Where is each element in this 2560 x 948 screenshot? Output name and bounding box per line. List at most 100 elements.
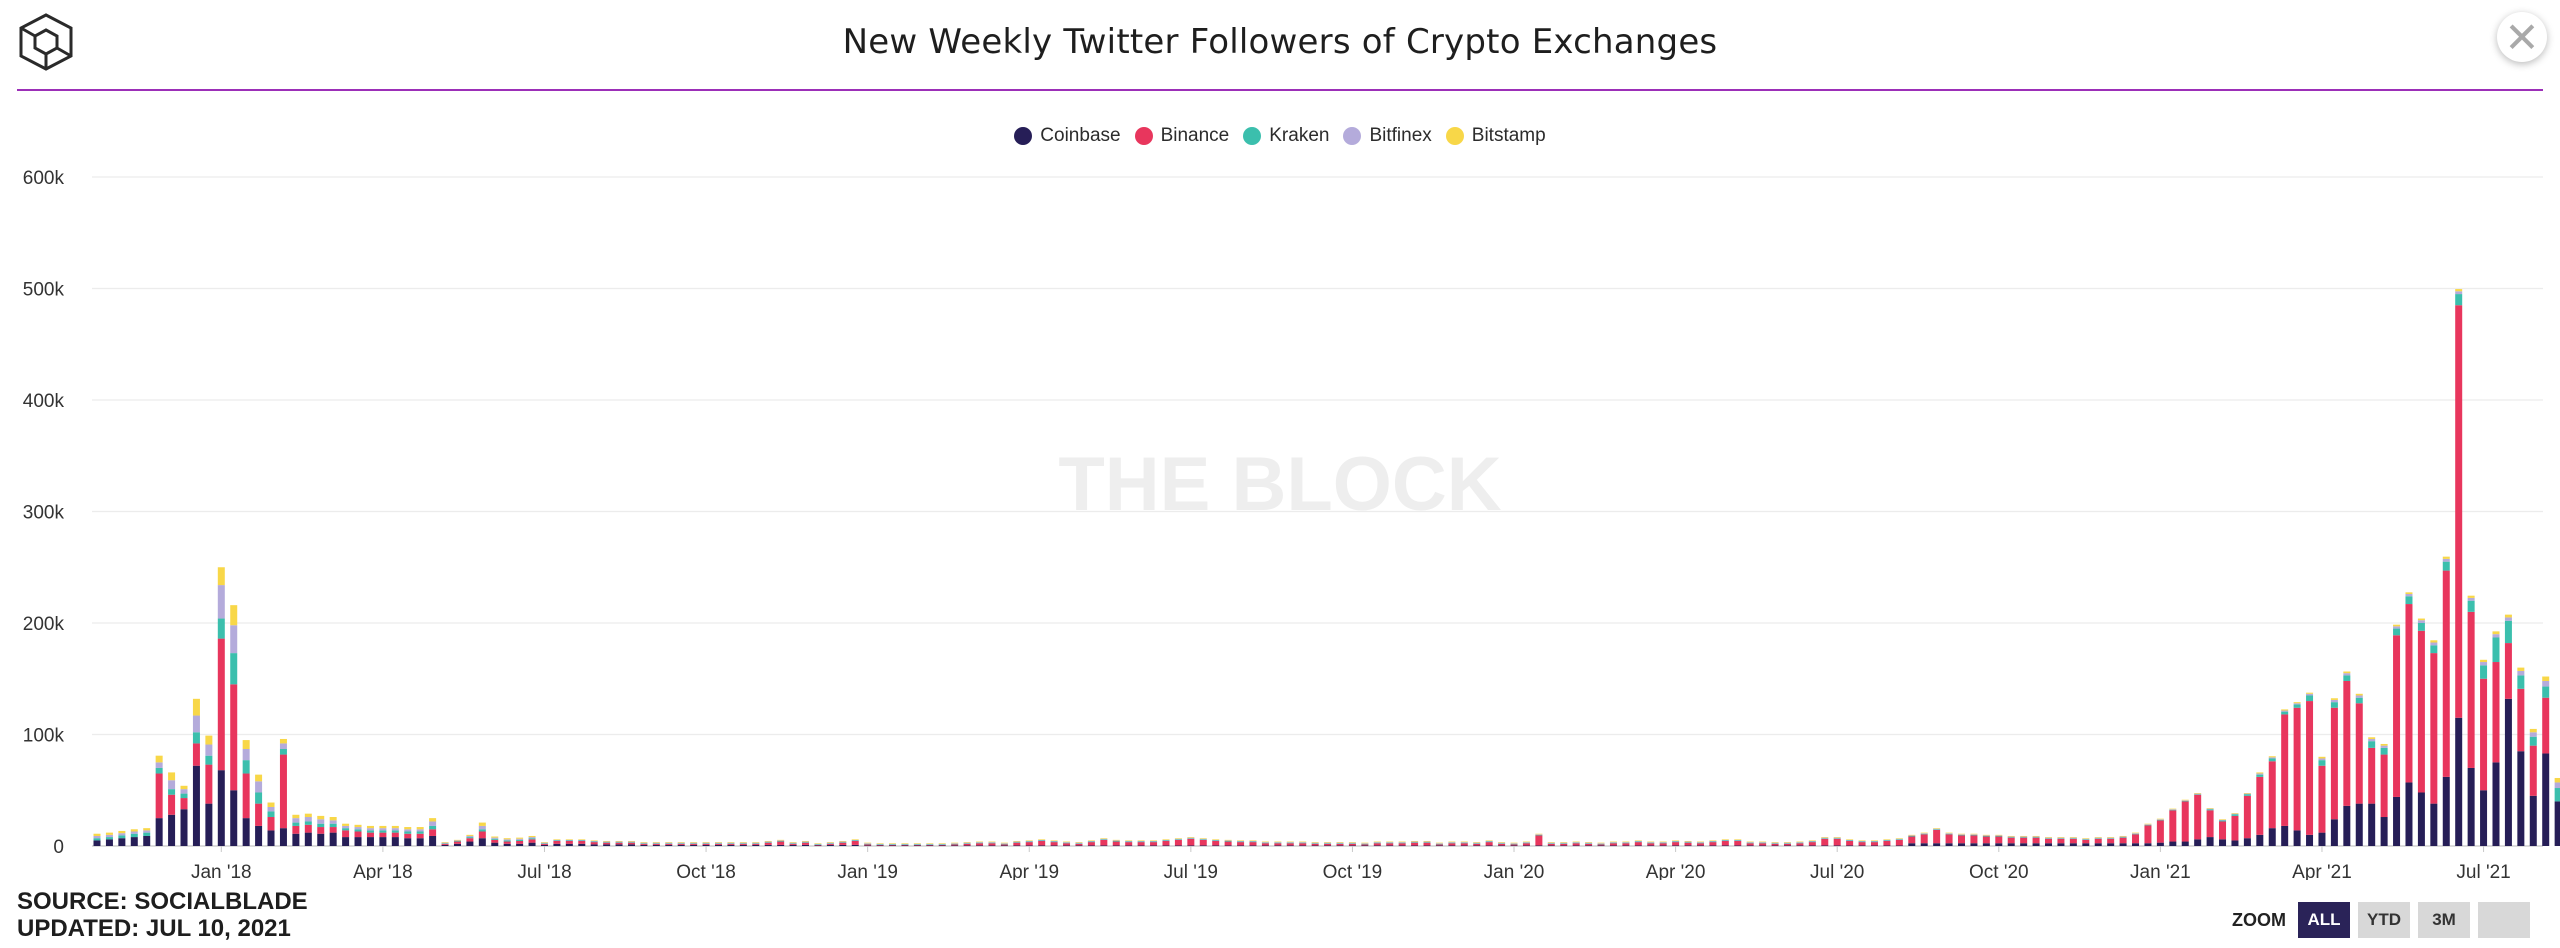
bar-binance: [2393, 635, 2401, 797]
zoom-3m-button[interactable]: 3M: [2418, 902, 2470, 938]
bar-binance: [864, 844, 872, 846]
bar-binance: [1634, 842, 1642, 846]
bar-bitfinex: [1721, 839, 1729, 841]
bar-bitfinex: [2542, 680, 2550, 687]
bar-bitfinex: [1336, 842, 1344, 844]
bar-binance: [1212, 840, 1220, 846]
bar-bitstamp: [1696, 841, 1704, 843]
bar-bitstamp: [217, 567, 225, 586]
bar-bitstamp: [2405, 592, 2413, 595]
bar-bitfinex: [2231, 813, 2239, 815]
bar-coinbase: [1858, 845, 1866, 847]
zoom-extra-button[interactable]: [2478, 902, 2530, 938]
bar-binance: [354, 831, 362, 838]
bar-bitstamp: [1112, 839, 1120, 841]
bar-bitstamp: [540, 842, 548, 843]
bar-bitfinex: [1100, 838, 1108, 840]
legend-item-bitfinex[interactable]: Bitfinex: [1343, 125, 1432, 147]
bar-kraken: [1771, 843, 1779, 844]
bar-binance: [205, 764, 213, 804]
bar-coinbase: [2219, 839, 2227, 846]
close-icon[interactable]: ✕: [2497, 12, 2547, 62]
bar-bitstamp: [2181, 799, 2189, 801]
bar-binance: [1858, 842, 1866, 846]
bar-coinbase: [652, 844, 660, 846]
bar-binance: [466, 838, 474, 842]
bar-bitfinex: [764, 841, 772, 843]
bar-bitfinex: [416, 829, 424, 832]
bar-binance: [1796, 843, 1804, 846]
bar-bitstamp: [130, 829, 138, 832]
bar-binance: [2181, 801, 2189, 842]
bar-kraken: [590, 841, 598, 843]
bar-coinbase: [1684, 845, 1692, 847]
bar-bitfinex: [665, 842, 673, 844]
bar-bitfinex: [2107, 837, 2115, 839]
bar-coinbase: [963, 845, 971, 847]
bar-binance: [416, 833, 424, 839]
bar-bitfinex: [1933, 828, 1941, 830]
bar-bitstamp: [715, 842, 722, 843]
bar-coinbase: [279, 828, 287, 846]
stacked-bar-chart: THE BLOCK 0 100k 200k 300k 400k 500k 600k Jan '1…: [23, 168, 2560, 880]
bar-coinbase: [255, 825, 263, 846]
bar-binance: [1336, 843, 1344, 846]
bar-coinbase: [926, 845, 934, 847]
bar-binance: [2281, 714, 2289, 826]
bar-bitstamp: [1050, 840, 1058, 842]
zoom-all-button[interactable]: ALL: [2298, 902, 2350, 938]
bar-binance: [391, 832, 399, 838]
bar-coinbase: [2343, 805, 2351, 846]
bar-coinbase: [1174, 845, 1182, 847]
bar-kraken: [267, 811, 275, 818]
legend-item-coinbase[interactable]: Coinbase: [1014, 125, 1121, 147]
bar-bitfinex: [1000, 843, 1008, 844]
bar-coinbase: [2405, 782, 2413, 846]
bar-coinbase: [466, 841, 474, 846]
bar-kraken: [1647, 842, 1655, 844]
bar-coinbase: [429, 835, 437, 846]
bar-coinbase: [1808, 845, 1816, 847]
bar-coinbase: [1759, 845, 1767, 847]
bar-bitstamp: [2442, 556, 2450, 559]
bar-bitstamp: [1970, 833, 1978, 835]
bar-bitstamp: [1162, 839, 1170, 840]
bar-coinbase: [1895, 845, 1903, 847]
legend-item-binance[interactable]: Binance: [1134, 125, 1229, 147]
bar-bitstamp: [2069, 837, 2077, 838]
bar-kraken: [1237, 841, 1245, 843]
bar-bitfinex: [1535, 834, 1543, 835]
bar-binance: [2156, 820, 2164, 843]
zoom-ytd-button[interactable]: YTD: [2358, 902, 2410, 938]
legend-swatch: [1014, 127, 1033, 145]
chart-title: New Weekly Twitter Followers of Crypto E…: [842, 22, 1718, 62]
bar-bitstamp: [192, 698, 200, 716]
legend-label: Coinbase: [1040, 125, 1121, 146]
bar-coinbase: [1634, 845, 1642, 847]
bar-bitfinex: [951, 843, 959, 844]
bar-kraken: [2442, 561, 2450, 571]
bar-binance: [2355, 703, 2363, 804]
bar-bitstamp: [926, 843, 934, 844]
legend-item-kraken[interactable]: Kraken: [1243, 125, 1329, 147]
bar-bitfinex: [540, 842, 548, 844]
bar-kraken: [2430, 645, 2438, 654]
bar-bitstamp: [1299, 841, 1307, 843]
bar-coinbase: [1746, 845, 1754, 847]
bar-bitstamp: [1075, 842, 1083, 843]
legend-item-bitstamp[interactable]: Bitstamp: [1445, 125, 1546, 147]
bar-kraken: [889, 844, 897, 845]
bar-bitstamp: [565, 839, 573, 840]
bar-kraken: [180, 793, 188, 799]
bar-bitfinex: [2156, 819, 2164, 820]
bar-bitstamp: [1721, 839, 1729, 840]
bar-bitfinex: [2119, 836, 2127, 838]
bar-bitfinex: [130, 831, 138, 834]
bar-bitstamp: [1560, 842, 1568, 843]
bar-bitstamp: [441, 842, 449, 843]
bar-bitfinex: [2455, 291, 2463, 295]
bar-coinbase: [366, 837, 374, 846]
bar-coinbase: [1411, 845, 1419, 847]
bar-bitstamp: [1609, 841, 1617, 843]
bar-coinbase: [329, 832, 337, 846]
